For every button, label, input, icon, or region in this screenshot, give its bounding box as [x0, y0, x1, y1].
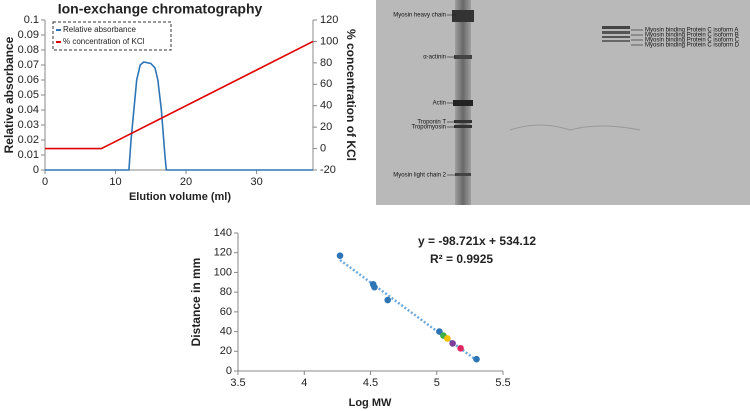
y2-tick-label: 100 — [320, 35, 338, 47]
y-tick-label: 0.07 — [18, 59, 39, 71]
y-axis-title: Relative absorbance — [2, 36, 16, 153]
annotation: R² = 0.9925 — [430, 252, 493, 266]
y2-tick-label: 0 — [320, 142, 326, 154]
y2-tick-label: 120 — [320, 14, 338, 26]
gel-label: Troponin T — [417, 120, 446, 126]
scatter-point — [336, 252, 344, 259]
x-tick-label: 20 — [180, 176, 192, 188]
y-tick-label: 0 — [33, 164, 39, 176]
gel-band — [454, 125, 472, 128]
scatter-point — [371, 283, 378, 291]
gel-label: Myosin light chain 2 — [393, 173, 446, 179]
x-axis-title: Log MW — [349, 397, 392, 409]
gel-label: Tropomyosin — [412, 125, 446, 131]
gel-band — [454, 55, 472, 59]
gel-band — [452, 10, 474, 22]
y2-axis-title: % concentration of KCl — [344, 29, 358, 161]
gel-band — [454, 120, 472, 123]
gel-label: Myosin heavy chain — [393, 13, 446, 19]
gel-label: Myosin binding Protein C isoform A — [645, 28, 738, 34]
data-line — [45, 40, 314, 150]
y2-tick-label: -20 — [320, 164, 336, 176]
legend-label: % concentration of KCl — [63, 37, 145, 46]
gel-band — [602, 31, 630, 34]
gel-band — [455, 173, 471, 176]
y-tick-label: 100 — [214, 266, 232, 278]
x-tick-label: 10 — [109, 176, 121, 188]
gel-band — [602, 26, 630, 29]
gel-band — [602, 40, 630, 42]
gel-label: Myosin binding Protein C isoform B — [645, 33, 739, 39]
scatter-point — [444, 335, 451, 342]
legend-label: Relative absorbance — [63, 25, 136, 34]
y2-tick-label: 40 — [320, 100, 332, 112]
x-tick-label: 3.5 — [230, 377, 245, 389]
y-tick-label: 120 — [214, 247, 232, 259]
y-tick-label: 140 — [214, 227, 232, 239]
y-tick-label: 0.05 — [18, 89, 39, 101]
trendline — [339, 259, 478, 362]
chart-title: Ion-exchange chromatography — [58, 1, 263, 17]
y-tick-label: 0.01 — [18, 149, 39, 161]
y-tick-label: 0.02 — [18, 134, 39, 146]
y-tick-label: 80 — [220, 286, 232, 298]
x-tick-label: 5.5 — [495, 377, 510, 389]
data-line — [45, 61, 313, 171]
scatter-point — [449, 340, 456, 347]
y-tick-label: 60 — [220, 306, 232, 318]
x-tick-label: 5 — [434, 377, 440, 389]
y-tick-label: 0.06 — [18, 74, 39, 86]
y2-tick-label: 60 — [320, 78, 332, 90]
y2-tick-label: 20 — [320, 121, 332, 133]
x-tick-label: 30 — [250, 176, 262, 188]
y-tick-label: 40 — [220, 325, 232, 337]
y-axis-title: Distance in mm — [189, 258, 203, 347]
y-tick-label: 0.1 — [24, 14, 39, 26]
gel-smear — [509, 124, 641, 131]
gel-image — [376, 0, 750, 205]
scatter-point — [457, 345, 464, 352]
gel-label: Myosin binding Protein C isoform C — [645, 38, 740, 44]
gel-label: Actin — [433, 101, 446, 107]
gel-label: α-actinin — [423, 55, 446, 61]
x-tick-label: 0 — [42, 176, 48, 188]
y-tick-label: 0 — [226, 365, 232, 377]
gel-background — [376, 0, 750, 205]
y-tick-label: 0.09 — [18, 29, 39, 41]
x-tick-label: 4.5 — [363, 377, 378, 389]
gel-band — [602, 36, 630, 38]
y-tick-label: 20 — [220, 345, 232, 357]
legend-box — [52, 21, 172, 51]
scatter-point — [473, 355, 480, 363]
gel-band — [453, 100, 473, 106]
y2-tick-label: 80 — [320, 57, 332, 69]
y-tick-label: 0.08 — [18, 44, 39, 56]
y-tick-label: 0.04 — [18, 104, 39, 116]
scatter-point — [384, 296, 392, 304]
gel-label: Myosin binding Protein C isoform D — [645, 43, 740, 49]
x-axis-title: Elution volume (ml) — [129, 191, 231, 203]
x-tick-label: 4 — [301, 377, 307, 389]
y-tick-label: 0.03 — [18, 119, 39, 131]
annotation: y = -98.721x + 534.12 — [418, 234, 536, 248]
